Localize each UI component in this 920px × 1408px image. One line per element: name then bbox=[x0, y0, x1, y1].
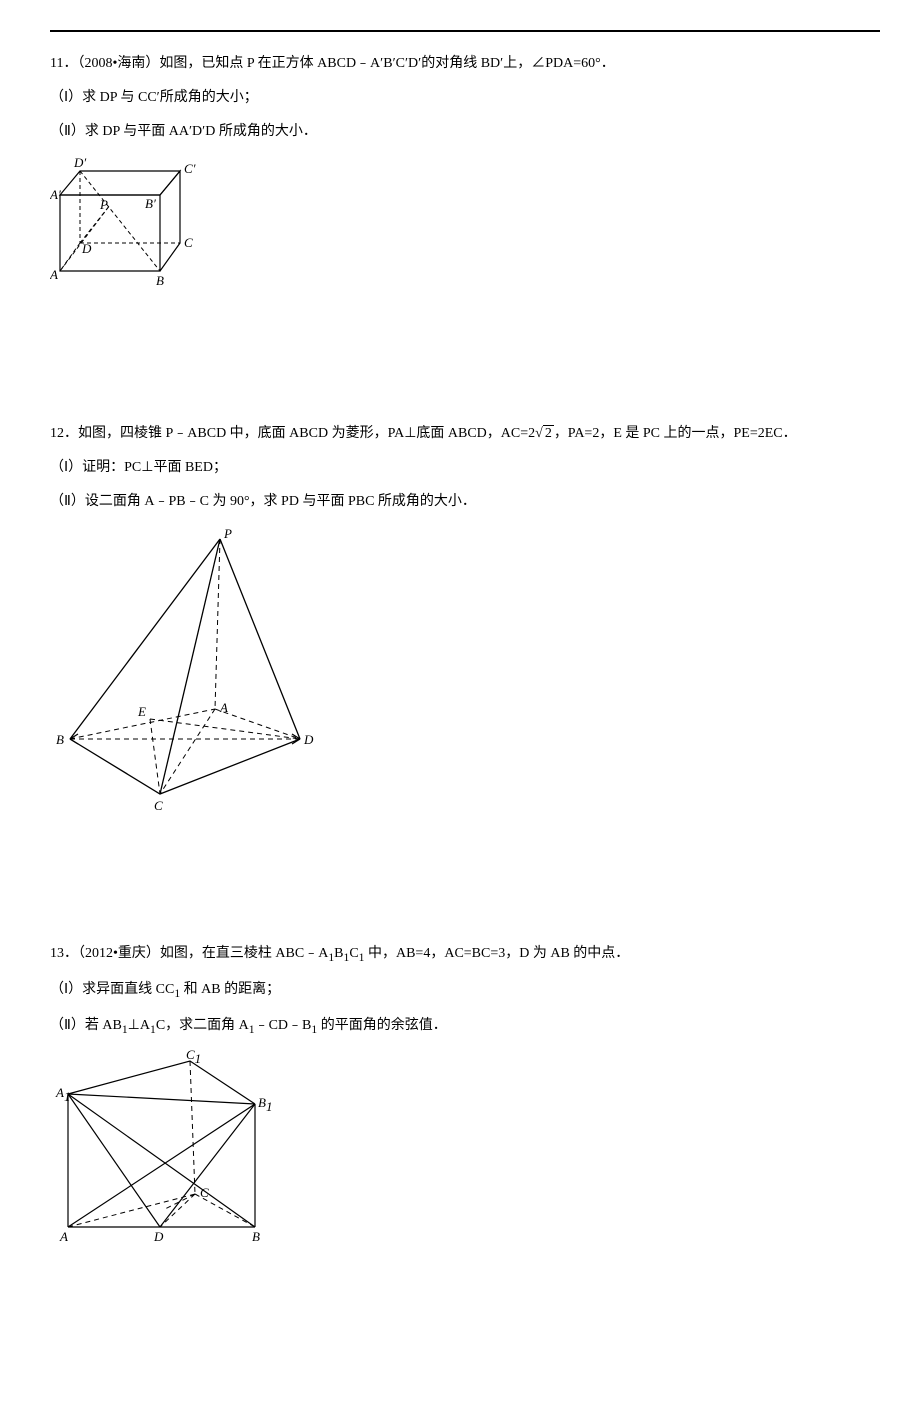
problem-13-figure: A1 B1 C1 A B C D bbox=[50, 1049, 880, 1258]
label-A: A bbox=[59, 1229, 68, 1244]
problem-13: 13．（2012•重庆）如图，在直三棱柱 ABC﹣A1B1C1 中，AB=4，A… bbox=[50, 942, 880, 1258]
problem-12-part1: （Ⅰ）证明：PC⊥平面 BED； bbox=[50, 456, 880, 480]
label-A: A bbox=[219, 700, 228, 715]
problem-11-part2: （Ⅱ）求 DP 与平面 AA′D′D 所成角的大小． bbox=[50, 120, 880, 144]
problem-13-part2: （Ⅱ）若 AB1⊥A1C，求二面角 A1﹣CD﹣B1 的平面角的余弦值． bbox=[50, 1014, 880, 1040]
label-C: C bbox=[184, 235, 193, 250]
problem-number: 11 bbox=[50, 56, 63, 71]
problem-11-figure: D′ C′ A′ B′ D C A B P bbox=[50, 153, 880, 302]
p1-post: 和 AB 的距离； bbox=[180, 982, 280, 997]
problem-12-stem: 12．如图，四棱锥 P﹣ABCD 中，底面 ABCD 为菱形，PA⊥底面 ABC… bbox=[50, 422, 880, 446]
label-P: P bbox=[99, 197, 108, 212]
label-C: C bbox=[200, 1185, 209, 1200]
problem-11: 11．（2008•海南）如图，已知点 P 在正方体 ABCD﹣A′B′C′D′的… bbox=[50, 52, 880, 302]
problem-source: （2008•海南） bbox=[77, 56, 159, 71]
problem-11-stem: 11．（2008•海南）如图，已知点 P 在正方体 ABCD﹣A′B′C′D′的… bbox=[50, 52, 880, 76]
label-A: A bbox=[50, 267, 58, 282]
stem-post1: 中，AB=4，AC=BC=3，D 为 AB 的中点． bbox=[364, 946, 629, 961]
label-Cprime: C′ bbox=[184, 161, 196, 176]
p2-mid2: C，求二面角 A bbox=[156, 1018, 249, 1033]
label-B: B bbox=[156, 273, 164, 288]
label-Bprime: B′ bbox=[145, 196, 156, 211]
label-B1: B1 bbox=[258, 1095, 272, 1114]
problem-stem-pre: 如图，四棱锥 P﹣ABCD 中，底面 ABCD 为菱形，PA⊥底面 ABCD， bbox=[78, 426, 501, 441]
problem-number: 12 bbox=[50, 426, 64, 441]
stem-mid2: C bbox=[349, 946, 358, 961]
p2-pre: （Ⅱ）若 AB bbox=[50, 1018, 122, 1033]
problem-12-part2: （Ⅱ）设二面角 A﹣PB﹣C 为 90°，求 PD 与平面 PBC 所成角的大小… bbox=[50, 490, 880, 514]
p2-mid1: ⊥A bbox=[128, 1018, 150, 1033]
label-Dprime: D′ bbox=[73, 155, 86, 170]
label-B: B bbox=[56, 732, 64, 747]
problem-source: （2012•重庆） bbox=[78, 946, 160, 961]
label-Aprime: A′ bbox=[50, 187, 61, 202]
label-B: B bbox=[252, 1229, 260, 1244]
ac-expr: AC=2√2 bbox=[501, 426, 554, 441]
problem-13-stem: 13．（2012•重庆）如图，在直三棱柱 ABC﹣A1B1C1 中，AB=4，A… bbox=[50, 942, 880, 968]
problem-number: 13 bbox=[50, 946, 64, 961]
problem-stem-text: 如图，已知点 P 在正方体 ABCD﹣A′B′C′D′的对角线 BD′上，∠PD… bbox=[159, 56, 614, 71]
stem-pre: 如图，在直三棱柱 ABC﹣A bbox=[160, 946, 328, 961]
p1-pre: （Ⅰ）求异面直线 CC bbox=[50, 982, 174, 997]
problem-13-part1: （Ⅰ）求异面直线 CC1 和 AB 的距离； bbox=[50, 978, 880, 1004]
ac-eq: AC=2 bbox=[501, 426, 535, 441]
label-D: D bbox=[303, 732, 314, 747]
label-D: D bbox=[81, 241, 92, 256]
problem-12: 12．如图，四棱锥 P﹣ABCD 中，底面 ABCD 为菱形，PA⊥底面 ABC… bbox=[50, 422, 880, 822]
problem-12-figure: P A B C D E bbox=[50, 524, 880, 823]
p2-post: 的平面角的余弦值． bbox=[317, 1018, 447, 1033]
label-E: E bbox=[137, 704, 146, 719]
label-C: C bbox=[154, 798, 163, 813]
top-rule bbox=[50, 30, 880, 32]
problem-11-part1: （Ⅰ）求 DP 与 CC′所成角的大小； bbox=[50, 86, 880, 110]
label-A1: A1 bbox=[55, 1085, 70, 1104]
problem-stem-post: ，PA=2，E 是 PC 上的一点，PE=2EC． bbox=[554, 426, 797, 441]
ac-root: 2 bbox=[543, 425, 554, 441]
label-D: D bbox=[153, 1229, 164, 1244]
label-P: P bbox=[223, 526, 232, 541]
p2-mid3: ﹣CD﹣B bbox=[255, 1018, 312, 1033]
